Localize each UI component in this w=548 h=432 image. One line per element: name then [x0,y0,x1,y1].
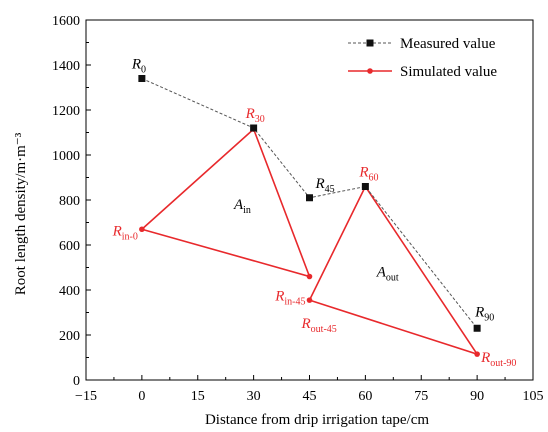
simulated-point [306,297,313,303]
point-annotation: R90 [474,304,494,323]
annotation-base: R [274,289,284,305]
y-axis-label: Root length density/m·m⁻³ [13,132,29,295]
x-tick-label: 90 [470,389,484,404]
x-tick-label: 15 [191,389,205,404]
annotation-subscript: out-45 [311,324,337,335]
annotation-subscript: in-45 [284,297,305,308]
simulated-point [474,351,480,357]
point-annotation: Rin-45 [274,289,305,308]
measured-point [138,75,146,82]
legend: Measured value Simulated value [348,36,497,80]
annotation-subscript: in [243,205,251,216]
annotation-base: R [112,223,122,239]
x-tick-label: −15 [75,389,97,404]
legend-simulated-label: Simulated value [400,64,497,80]
annotation-subscript: in-0 [122,231,138,242]
measured-point [361,183,369,190]
annotation-base: R [245,106,255,122]
simulated-point [139,226,145,233]
annotation-subscript: 0 [141,65,146,76]
annotation-subscript: 45 [325,184,335,195]
annotation-subscript: 30 [255,114,265,125]
simulated-triangle-line [141,127,311,278]
simulated-point [306,273,313,280]
measured-point [250,124,258,132]
point-annotation: R60 [358,165,378,184]
annotation-base: R [358,165,368,181]
legend-measured-marker [366,39,374,47]
point-annotation: Rin-0 [112,223,138,242]
point-annotation: R30 [245,106,265,125]
x-tick-label: 0 [138,389,145,404]
measured-point [306,194,313,202]
series-layer [138,75,481,357]
x-tick-label: 105 [523,389,544,404]
legend-measured-label: Measured value [400,36,496,52]
annotation-base: R [315,176,325,192]
x-tick-label: 60 [358,389,372,404]
y-tick-label: 400 [59,284,80,299]
annotation-subscript: 60 [369,173,379,184]
y-tick-label: 800 [59,194,80,209]
y-tick-label: 1000 [52,149,80,164]
point-annotation: R45 [315,176,335,195]
legend-simulated-marker [367,68,373,74]
x-tick-label: 75 [414,389,428,404]
point-annotation: Ain [233,197,251,216]
y-tick-label: 1200 [52,104,80,119]
annotation-base: R [131,57,141,73]
annotation-subscript: out-90 [490,358,516,369]
annotation-base: R [301,316,311,332]
annotation-base: R [474,304,484,320]
simulated-triangle-line [308,184,480,356]
x-tick-label: 45 [303,389,317,404]
y-tick-label: 0 [73,374,80,389]
annotation-base: A [233,197,244,213]
axis-ticks: −15 0 15 30 45 60 75 90 105020040060080010001200… [52,14,544,404]
y-tick-label: 1600 [52,14,80,29]
x-axis-label: Distance from drip irrigation tape/cm [205,412,429,428]
annotation-subscript: out [386,273,399,284]
annotation-subscript: 90 [484,312,494,323]
y-tick-label: 200 [59,329,80,344]
point-annotation: Aout [376,265,399,284]
annotation-layer: R0R30R45R60R90Rin-0Rin-45Rout-45Rout-90A… [112,57,517,370]
y-tick-label: 1400 [52,59,80,74]
annotation-base: R [480,350,490,366]
point-annotation: Rout-90 [480,350,516,369]
point-annotation: R0 [131,57,146,76]
x-tick-label: 30 [247,389,261,404]
point-annotation: Rout-45 [301,316,337,335]
measured-series-line [141,78,478,329]
measured-point [473,324,481,332]
y-tick-label: 600 [59,239,80,254]
annotation-base: A [376,265,387,281]
